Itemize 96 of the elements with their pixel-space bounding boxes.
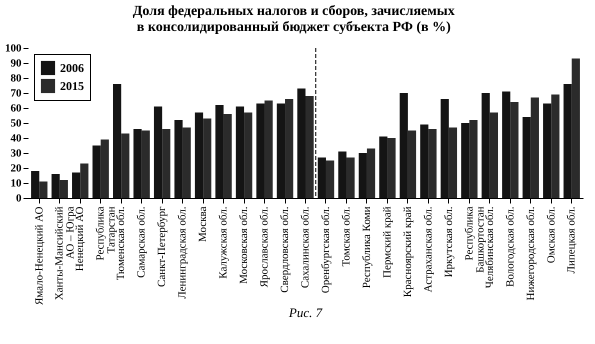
bar: [440, 99, 449, 198]
bar: [326, 160, 334, 198]
bar: [379, 136, 388, 198]
bar: [564, 84, 572, 198]
bar: [276, 104, 286, 198]
bar: [318, 158, 326, 198]
bar: [100, 140, 109, 198]
x-tick-label: Москва: [197, 206, 210, 242]
x-tick-label: Пермский край: [381, 206, 394, 278]
bar: [572, 58, 580, 198]
x-tick-label: Республика Башкортостан: [463, 206, 486, 273]
bar: [60, 180, 68, 198]
bar: [174, 120, 183, 198]
bar: [469, 120, 478, 198]
y-tick-label: 20: [10, 162, 22, 174]
x-tick-label: Иркутская обл.: [442, 206, 455, 278]
bar: [482, 93, 490, 198]
bar: [236, 106, 244, 198]
bar: [461, 123, 470, 198]
bar: [366, 148, 376, 198]
y-tick-label: 90: [10, 58, 22, 70]
x-tick-label: Томская обл.: [340, 206, 352, 266]
bar: [215, 105, 224, 198]
bar: [490, 112, 498, 198]
x-tick-label: Ярославская обл.: [258, 206, 271, 288]
bar: [92, 146, 101, 198]
bar: [306, 96, 314, 198]
x-tick-label: Республика Татарстан: [94, 206, 118, 261]
y-tick-label: 0: [16, 192, 22, 204]
legend-label: 2015: [60, 79, 84, 93]
y-tick-label: 60: [10, 102, 22, 114]
bar: [420, 124, 428, 198]
bar: [72, 172, 80, 198]
x-tick-label: Санкт-Петербург: [156, 206, 168, 287]
y-tick-label: 80: [10, 72, 22, 84]
bar: [121, 134, 130, 198]
bar: [162, 129, 170, 198]
x-tick-label: Липецкая обл.: [566, 206, 578, 274]
chart-title: Доля федеральных налогов и сборов, зачисляемых в консолидированный бюджет субъекта РФ (в %): [132, 4, 455, 35]
bar: [194, 112, 204, 198]
x-tick-label: Вологодская обл.: [504, 206, 516, 288]
x-tick-label: Самарская обл.: [136, 206, 148, 278]
x-tick-label: Московская обл.: [238, 206, 250, 284]
bar: [39, 182, 48, 198]
bar: [543, 104, 552, 198]
x-tick-label: Республика Коми: [360, 206, 373, 288]
x-tick-label: Омская обл.: [545, 206, 558, 264]
bar: [256, 104, 265, 198]
x-tick-label: Ненецкий АО: [74, 206, 86, 272]
bar: [52, 174, 60, 198]
bar: [428, 129, 437, 198]
y-tick-label: 30: [10, 148, 22, 160]
y-tick-label: 100: [5, 42, 22, 54]
bar: [203, 118, 212, 198]
x-tick-label: Нижегородская обл.: [524, 206, 537, 300]
x-tick-label: Челябинская обл.: [484, 206, 496, 288]
bar: [551, 94, 560, 198]
legend-label: 2006: [60, 61, 84, 75]
x-tick-label: Калужская обл.: [218, 206, 230, 279]
bar: [338, 152, 346, 198]
y-tick-label: 40: [10, 132, 22, 144]
x-tick-label: Оренбургская обл.: [320, 206, 332, 294]
bar: [358, 153, 367, 198]
bar: [154, 106, 162, 198]
x-tick-label: Свердловская обл.: [279, 206, 292, 293]
bar: [80, 164, 88, 198]
bar: [297, 88, 306, 198]
bar: [133, 129, 142, 198]
text: Рис. 7: [288, 305, 323, 320]
bar: [448, 128, 458, 198]
x-tick-label: Ямало-Ненецкий АО: [33, 206, 46, 306]
x-tick-label: Ханты-Мансийский АО – Югра: [54, 206, 77, 300]
bar: [502, 92, 510, 198]
bar: [530, 98, 539, 198]
x-tick-label: Ленинградская обл.: [176, 206, 189, 299]
bar: [510, 102, 518, 198]
bar: [182, 128, 191, 198]
y-tick-label: 50: [10, 118, 22, 130]
x-tick-label: Тюменская обл.: [115, 206, 128, 280]
bar: [31, 171, 40, 198]
bar: [112, 84, 122, 198]
x-tick-label: Красноярский край: [402, 206, 414, 298]
bar: [400, 93, 408, 198]
bar: [224, 114, 232, 198]
bar: [522, 117, 531, 198]
bar: [244, 112, 252, 198]
bar: [408, 130, 416, 198]
x-tick-label: Астраханская обл.: [422, 206, 434, 292]
bar: [285, 99, 294, 198]
x-tick-label: Сахалинская обл.: [300, 206, 312, 288]
y-tick-label: 10: [10, 178, 22, 190]
y-tick-label: 70: [10, 88, 22, 100]
bar: [346, 158, 355, 198]
bar: [387, 138, 396, 198]
bar: [264, 100, 273, 198]
bar: [142, 130, 150, 198]
